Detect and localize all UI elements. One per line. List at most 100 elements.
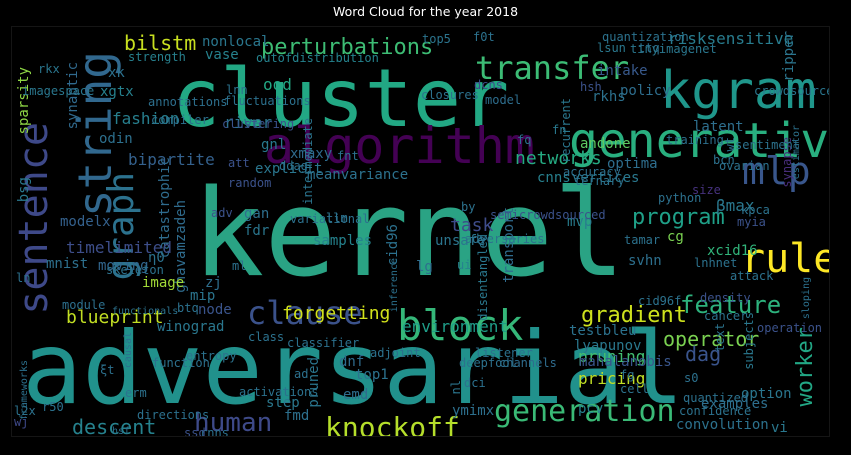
word-text: text (713, 323, 727, 352)
word-task: task (450, 215, 494, 236)
word-ttq: ttq (638, 41, 660, 55)
word-xk: xk (108, 65, 125, 81)
word-confidence: confidence (679, 404, 752, 418)
word-strength: strength (128, 50, 186, 64)
word-cloud: kernel adversarial cluster kgram algorithm ge… (11, 26, 830, 437)
word-cancer: cancer (704, 309, 748, 323)
word-top1: top1 (355, 367, 389, 383)
word-skeleton: skeleton (106, 263, 164, 277)
word-hsh: hsh (580, 80, 602, 94)
word-program: program (632, 205, 725, 230)
word-quantized: quantized (683, 391, 749, 405)
word-myia: myia (737, 215, 766, 229)
word-adv: adv (211, 206, 233, 220)
word-river: river (224, 113, 273, 132)
word-fg: fg (620, 368, 635, 382)
word-random: random (228, 176, 272, 190)
word-adversaries: adversaries (465, 232, 545, 246)
word-explicit: explicit (255, 161, 323, 177)
word-kpca: kpca (741, 203, 770, 217)
word-cid96f: cid96f (638, 294, 682, 308)
word--t: ξt (100, 363, 115, 377)
word-listener: listener (475, 346, 533, 360)
word-quantization: quantization (602, 30, 689, 44)
word-mlp: mlp (742, 149, 811, 193)
word-btq: btq (177, 301, 199, 315)
word-tinyimagenet: tinyimagenet (630, 42, 717, 56)
word-risksensitive: risksensitive (668, 29, 794, 48)
word-optima: optima (607, 156, 658, 172)
word-moving: moving (98, 258, 149, 274)
chart-title: Word Cloud for the year 2018 (332, 4, 519, 19)
word-clause: clause (247, 294, 363, 332)
word-sparsity: sparsity (16, 67, 32, 135)
word-samples: samples (313, 233, 373, 249)
word-top5: top5 (422, 32, 451, 46)
word-density: density (700, 291, 751, 305)
word-descent: descent (72, 415, 157, 436)
word-unsafe: unsafe (435, 233, 486, 249)
word-tamar: tamar (624, 233, 661, 247)
word-dci: dci (464, 376, 486, 390)
word-ternary: ternary (574, 174, 625, 188)
word-semicrowdsourced: semicrowdsourced (490, 208, 606, 222)
word-odin: odin (99, 131, 133, 147)
word-zj: zj (205, 275, 222, 291)
word-disentangled: disentangled (476, 234, 490, 321)
word-lyapunov: lyapunov (574, 338, 642, 354)
word-module: module (62, 298, 106, 312)
word-gan: gan (244, 206, 270, 222)
word-modelx: modelx (60, 214, 111, 230)
word-feature: feature (680, 291, 782, 319)
word-perturbations: perturbations (261, 35, 434, 60)
word-lnn: lnn (226, 83, 248, 97)
word-cnns: cnns (537, 170, 571, 186)
word-worker: worker (793, 327, 818, 407)
word-wj: wj (14, 415, 29, 429)
word--0: η0 (148, 250, 165, 266)
word-classifier: classifier (287, 336, 360, 350)
word-lnhnet: lnhnet (694, 256, 738, 270)
word-annotations: annotations (148, 95, 228, 109)
word-sentiment: sentiment (735, 138, 801, 152)
word-vi: vi (771, 420, 788, 436)
word-option: option (741, 386, 792, 402)
word-lg: lg (416, 259, 433, 275)
word-r50: r50 (42, 400, 64, 414)
word-ddag: ddag (279, 159, 308, 173)
word-block: block (397, 301, 524, 350)
word-ovarian: ovarian (719, 159, 770, 173)
word-estimator: estimator (791, 125, 802, 180)
word-intake: intake (597, 63, 648, 79)
word-mvp: mvp (567, 214, 593, 230)
word-operation: operation (757, 321, 823, 335)
word-ripper: ripper (781, 31, 797, 82)
word-dnf: dnf (339, 354, 365, 370)
word-xcid16: xcid16 (707, 243, 758, 259)
word-rkx: rkx (38, 62, 60, 76)
word-environment: environment (402, 317, 508, 336)
word-l2x: l2x (14, 404, 36, 418)
word-networks: networks (515, 148, 602, 169)
word-recurrent: recurrent (559, 98, 573, 164)
word-hsf: hsf (112, 426, 131, 437)
word-s0: s0 (684, 371, 699, 385)
word-training: training (666, 133, 724, 147)
word-att: att (228, 156, 250, 170)
word-directions: directions (137, 408, 210, 422)
word-image: image (142, 275, 185, 291)
word-cg: cg (667, 229, 684, 245)
word-ood: ood (263, 75, 292, 94)
word-fmd: fmd (284, 408, 310, 424)
word-model: model (485, 93, 522, 107)
word-andone: andone (580, 136, 631, 152)
word-cell: cell (620, 382, 649, 396)
word-rule: rule (741, 236, 829, 282)
word-ssd: ssd (184, 426, 206, 436)
word-imagespace: imagespace (22, 84, 95, 98)
word-algorithm: algorithm (264, 117, 535, 175)
word-human: human (194, 408, 273, 436)
word-forgetting: forgetting (282, 303, 391, 324)
word-mnist: mnist (46, 256, 89, 272)
word-bcn: bcn (713, 153, 735, 167)
